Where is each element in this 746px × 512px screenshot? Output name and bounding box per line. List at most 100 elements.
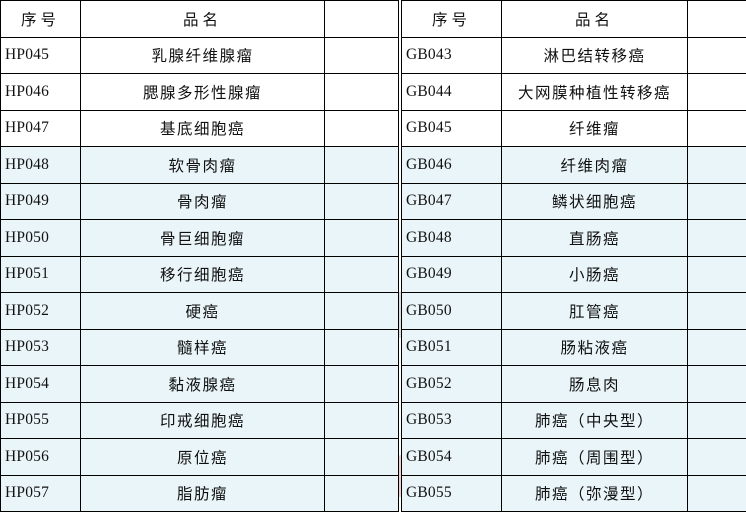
cell-blank <box>325 475 399 512</box>
cell-no: GB047 <box>402 183 502 220</box>
cell-blank <box>688 366 746 403</box>
cell-no: GB053 <box>402 402 502 439</box>
left-header-name: 品名 <box>81 1 325 38</box>
cell-name: 硬癌 <box>81 293 325 330</box>
cell-name: 基底细胞癌 <box>81 110 325 147</box>
cell-no: GB045 <box>402 110 502 147</box>
right-table-header-row: 序号 品名 <box>402 1 746 38</box>
cell-no: HP049 <box>1 183 81 220</box>
cell-no: HP045 <box>1 37 81 74</box>
cell-blank <box>325 74 399 111</box>
cell-blank <box>325 37 399 74</box>
cell-name: 骨巨细胞瘤 <box>81 220 325 257</box>
cell-name: 肺癌（弥漫型） <box>502 475 688 512</box>
cell-blank <box>325 183 399 220</box>
cell-name: 印戒细胞癌 <box>81 402 325 439</box>
cell-name: 肺癌（中央型） <box>502 402 688 439</box>
cell-name: 黏液腺癌 <box>81 366 325 403</box>
cell-blank <box>688 256 746 293</box>
left-header-blank <box>325 1 399 38</box>
right-header-name: 品名 <box>502 1 688 38</box>
cell-name: 大网膜种植性转移癌 <box>502 74 688 111</box>
left-table-header-row: 序号 品名 <box>1 1 399 38</box>
cell-no: GB048 <box>402 220 502 257</box>
cell-no: HP053 <box>1 329 81 366</box>
cell-no: GB055 <box>402 475 502 512</box>
cell-blank <box>325 329 399 366</box>
cell-name: 骨肉瘤 <box>81 183 325 220</box>
cell-blank <box>325 110 399 147</box>
cell-no: HP050 <box>1 220 81 257</box>
cell-blank <box>688 183 746 220</box>
cell-name: 髓样癌 <box>81 329 325 366</box>
right-header-blank <box>688 1 746 38</box>
cell-no: HP054 <box>1 366 81 403</box>
cell-no: HP057 <box>1 475 81 512</box>
cell-blank <box>325 256 399 293</box>
cell-no: HP047 <box>1 110 81 147</box>
cell-name: 鳞状细胞癌 <box>502 183 688 220</box>
cell-blank <box>325 366 399 403</box>
cell-name: 移行细胞癌 <box>81 256 325 293</box>
cell-no: HP052 <box>1 293 81 330</box>
cell-blank <box>688 147 746 184</box>
cell-no: GB049 <box>402 256 502 293</box>
cell-name: 直肠癌 <box>502 220 688 257</box>
cell-blank <box>325 402 399 439</box>
cell-no: GB043 <box>402 37 502 74</box>
cell-name: 乳腺纤维腺瘤 <box>81 37 325 74</box>
left-header-no: 序号 <box>1 1 81 38</box>
cell-name: 纤维瘤 <box>502 110 688 147</box>
cell-no: HP051 <box>1 256 81 293</box>
cell-name: 肠息肉 <box>502 366 688 403</box>
cell-name: 脂肪瘤 <box>81 475 325 512</box>
cell-no: GB051 <box>402 329 502 366</box>
cell-no: GB050 <box>402 293 502 330</box>
cell-no: GB052 <box>402 366 502 403</box>
cell-blank <box>325 220 399 257</box>
cell-name: 腮腺多形性腺瘤 <box>81 74 325 111</box>
cell-blank <box>688 37 746 74</box>
cell-name: 原位癌 <box>81 439 325 476</box>
cell-blank <box>688 402 746 439</box>
cell-name: 小肠癌 <box>502 256 688 293</box>
cell-name: 肛管癌 <box>502 293 688 330</box>
cell-no: HP048 <box>1 147 81 184</box>
cell-no: HP056 <box>1 439 81 476</box>
cell-blank <box>688 220 746 257</box>
cell-name: 淋巴结转移癌 <box>502 37 688 74</box>
cell-blank <box>688 293 746 330</box>
cell-name: 肠粘液癌 <box>502 329 688 366</box>
cell-no: HP055 <box>1 402 81 439</box>
cell-blank <box>325 439 399 476</box>
cell-blank <box>688 110 746 147</box>
cell-blank <box>688 74 746 111</box>
cell-name: 软骨肉瘤 <box>81 147 325 184</box>
cell-name: 纤维肉瘤 <box>502 147 688 184</box>
